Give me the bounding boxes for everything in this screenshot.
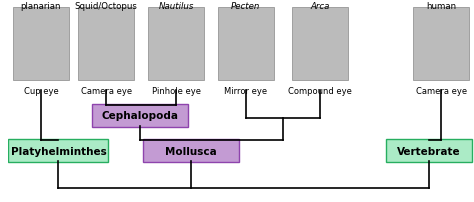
Text: Pecten: Pecten [231, 2, 261, 11]
FancyBboxPatch shape [78, 8, 134, 81]
Text: Compound eye: Compound eye [288, 87, 352, 96]
Text: Platyhelminthes: Platyhelminthes [10, 146, 106, 156]
FancyBboxPatch shape [92, 104, 188, 127]
FancyBboxPatch shape [144, 139, 239, 163]
Text: Cup eye: Cup eye [24, 87, 58, 96]
Text: Camera eye: Camera eye [416, 87, 467, 96]
Text: Mollusca: Mollusca [165, 146, 217, 156]
Text: Squid/Octopus: Squid/Octopus [75, 2, 137, 11]
Text: human: human [426, 2, 456, 11]
Text: Camera eye: Camera eye [81, 87, 132, 96]
Text: Pinhole eye: Pinhole eye [152, 87, 201, 96]
FancyBboxPatch shape [292, 8, 348, 81]
Text: Vertebrate: Vertebrate [397, 146, 460, 156]
Text: Nautilus: Nautilus [158, 2, 194, 11]
FancyBboxPatch shape [218, 8, 274, 81]
FancyBboxPatch shape [13, 8, 69, 81]
FancyBboxPatch shape [385, 139, 472, 163]
Text: Arca: Arca [310, 2, 330, 11]
FancyBboxPatch shape [148, 8, 204, 81]
Text: planarian: planarian [21, 2, 61, 11]
FancyBboxPatch shape [9, 139, 109, 163]
Text: Cephalopoda: Cephalopoda [101, 111, 178, 121]
FancyBboxPatch shape [413, 8, 469, 81]
Text: Mirror eye: Mirror eye [224, 87, 267, 96]
